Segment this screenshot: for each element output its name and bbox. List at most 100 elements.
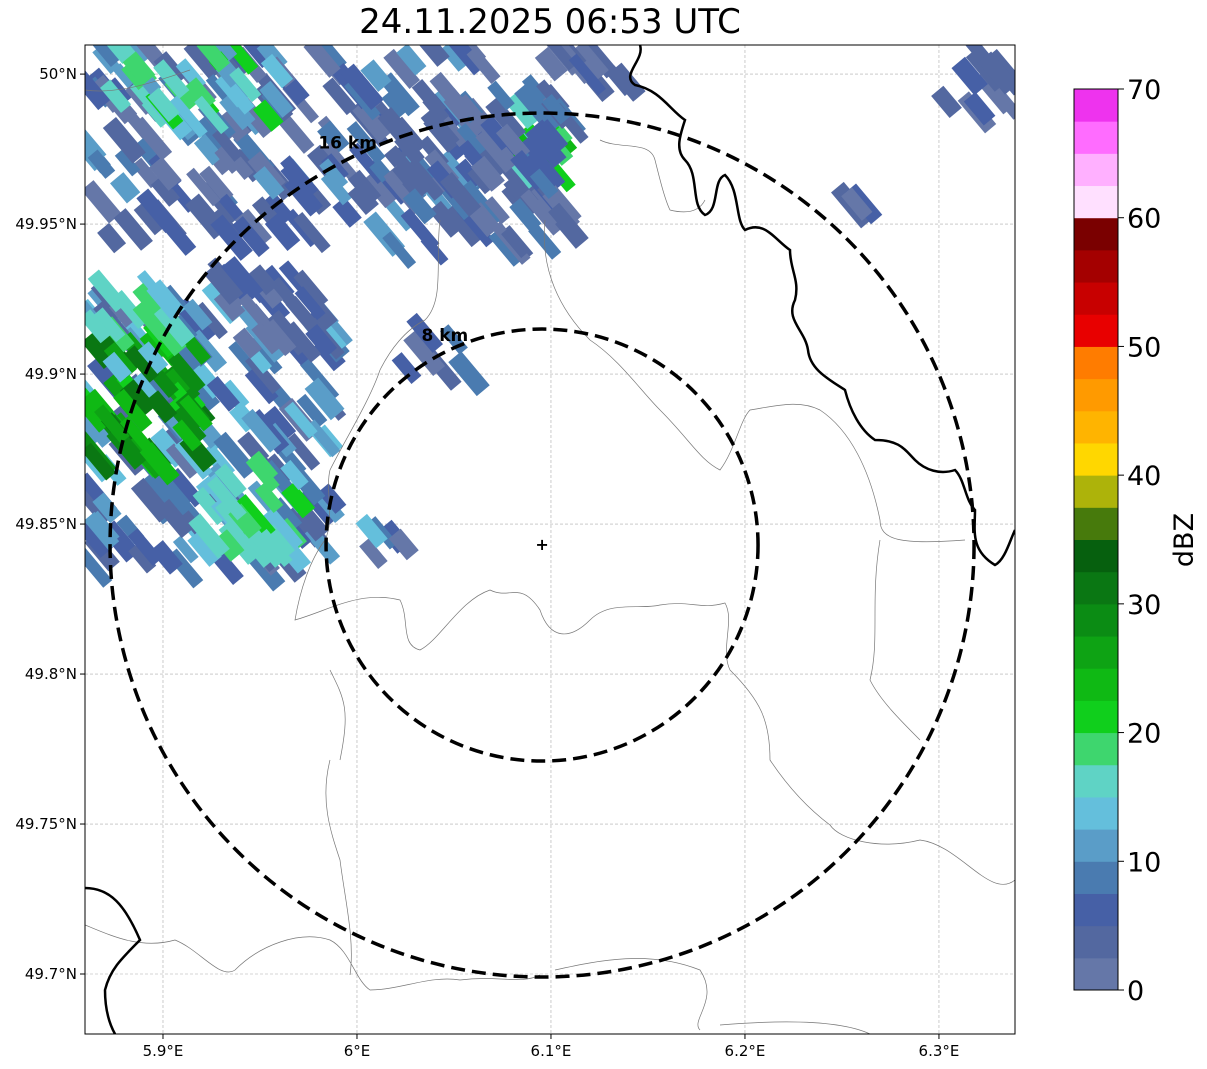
echo-cell [245,354,282,395]
echo-cell [293,211,331,254]
echo-cell [269,277,307,318]
echo-cell [102,351,132,383]
echo-cell [223,256,264,300]
echo-cell [319,158,349,190]
echo-cell [501,227,530,259]
echo-cell [305,324,338,358]
echo-cell [466,46,501,85]
echo-cell [203,262,244,305]
echo-cell [475,126,519,174]
echo-cell [383,48,421,89]
echo-cell [332,196,362,228]
colorbar-bin [1074,121,1118,154]
echo-cell [212,128,243,162]
echo-cell [570,45,609,82]
echo-cell [128,543,157,574]
echo-cell [85,404,114,448]
echo-cell [114,148,141,177]
echo-cell [171,406,207,445]
echo-cell [153,59,190,99]
radar-echoes [85,45,1015,592]
echo-cell [402,188,437,225]
echo-cell [285,432,321,471]
echo-cell [252,166,285,200]
echo-cell [85,66,111,111]
echo-cell [193,133,224,166]
echo-cell [382,231,417,269]
echo-cell [225,45,259,75]
y-tick-label: 49.7°N [25,965,77,983]
echo-cell [443,93,471,123]
echo-cell [147,87,180,123]
echo-cell [85,399,110,433]
echo-cell [196,45,230,73]
echo-cell [323,142,357,180]
echo-cell [258,528,293,568]
colorbar-tick-label: 40 [1127,461,1161,492]
echo-cell [440,45,471,72]
colorbar-frame [1073,88,1119,991]
y-tick-label: 50°N [39,65,77,83]
colorbar-bin [1074,442,1118,476]
echo-cell [94,404,130,444]
echo-cell [183,45,222,80]
range-rings [108,111,976,979]
range-ring-label: 16 km [318,134,377,154]
echo-cell [235,494,276,539]
echo-cell [139,331,168,361]
echo-cell [214,144,243,174]
echo-cell [213,431,257,479]
plot-frame [84,44,1016,1035]
echo-cell [102,116,146,164]
echo-cell [145,390,178,424]
echo-cell [487,80,515,111]
echo-cell [483,196,510,225]
colorbar-bin [1074,89,1118,122]
echo-cell [440,324,468,355]
echo-cell [199,165,234,204]
echo-cell [205,45,238,65]
colorbar-bin [1074,764,1118,798]
echo-cell [322,77,357,116]
colorbar-tick-label: 20 [1127,719,1161,750]
echo-cell [241,408,282,453]
echo-cell [248,264,278,296]
echo-cell [182,298,213,331]
echo-cell [91,45,124,67]
colorbar-bin [1074,217,1118,251]
colorbar-bin [1074,925,1118,959]
echo-cell [520,135,549,166]
echo-cell [396,45,427,76]
echo-cell [250,450,279,481]
echo-cell [127,528,163,566]
echo-cell [229,67,262,103]
echo-cell [267,309,310,356]
x-tick-label: 6.3°E [919,1042,960,1060]
echo-cell [85,180,122,224]
echo-cell [132,282,163,316]
radar-site-marker: + [535,535,548,554]
echo-cell [85,442,116,481]
echo-cell [281,482,316,519]
echo-cell [214,463,247,498]
echo-cell [528,223,562,260]
echo-cell [194,95,229,135]
echo-cell [244,367,279,405]
echo-cell [113,208,153,251]
echo-cell [440,174,479,216]
colorbar-bin [1074,410,1118,444]
echo-cell [352,99,393,143]
echo-cell [456,123,487,156]
echo-cell [232,327,263,359]
colorbar-bin [1074,507,1118,540]
echo-cell [85,485,111,526]
colorbar-bin [1074,314,1118,347]
echo-cell [278,115,315,154]
echo-cell [420,107,460,150]
colorbar-bin [1074,861,1118,894]
echo-cell [977,51,1015,95]
echo-cell [251,322,282,355]
echo-cell [443,203,484,248]
echo-cell [303,45,341,78]
echo-cell [219,91,256,131]
